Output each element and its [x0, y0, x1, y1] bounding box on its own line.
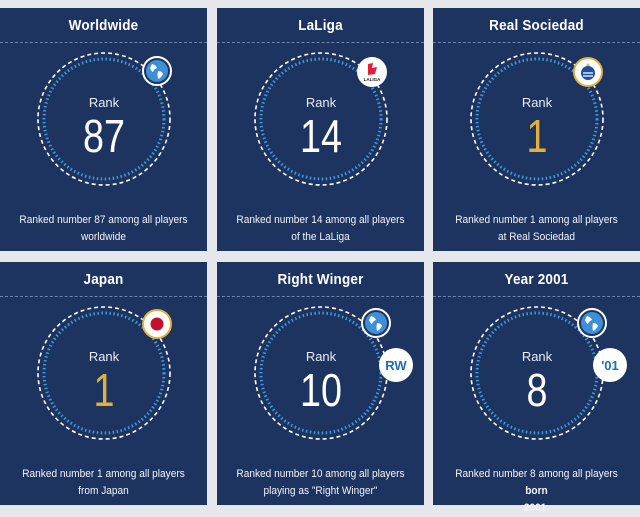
year-badge: '01: [593, 348, 627, 382]
title-divider: [217, 42, 424, 43]
rank-description: Ranked number 8 among all players born 20…: [450, 466, 622, 517]
card-title: Right Winger: [277, 271, 364, 288]
rank-card-real-sociedad: Real Sociedad Rank 1 Ranked number 1 amo…: [433, 8, 640, 251]
globe-icon: [361, 308, 391, 338]
japan-flag-icon: [142, 309, 172, 339]
rank-label: Rank: [88, 95, 120, 110]
title-divider: [433, 42, 640, 43]
real-sociedad-crest-icon: [573, 57, 603, 87]
rank-value: 10: [300, 364, 342, 416]
rank-label: Rank: [521, 95, 553, 110]
rank-ring: Rank 87: [34, 49, 174, 189]
title-divider: [433, 296, 640, 297]
ring-graphic: [254, 52, 388, 186]
desc-suffix: .: [546, 502, 550, 514]
rank-description: Ranked number 1 among all players from J…: [22, 468, 185, 497]
card-title: Worldwide: [68, 17, 139, 34]
rank-card-japan: Japan Rank 1 Ranked number 1 among all p…: [0, 262, 207, 505]
title-divider: [217, 296, 424, 297]
laliga-logo-icon: LALIGA: [357, 57, 387, 87]
rank-value: 1: [93, 364, 115, 416]
rank-card-year-2001: Year 2001 Rank 8 '01 Ranked number 8 amo…: [433, 262, 640, 514]
rank-description: Ranked number 14 among all players of th…: [236, 214, 405, 243]
ring-graphic: [37, 52, 171, 186]
rank-ring: Rank 1: [34, 303, 174, 443]
card-title: Real Sociedad: [489, 17, 584, 34]
card-title: Japan: [83, 271, 124, 288]
title-divider: [0, 42, 207, 43]
desc-bold-born: born: [525, 485, 548, 497]
position-badge: RW: [379, 348, 413, 382]
rank-description: Ranked number 87 among all players world…: [19, 214, 188, 243]
rank-description: Ranked number 10 among all players playi…: [236, 468, 405, 497]
desc-bold-year: 2001: [523, 502, 547, 514]
globe-icon: [142, 56, 172, 86]
rank-label: Rank: [305, 349, 337, 364]
rank-value: 1: [526, 110, 548, 162]
rank-label: Rank: [305, 95, 337, 110]
ring-graphic: [37, 306, 171, 440]
rank-label: Rank: [521, 349, 553, 364]
rank-description: Ranked number 1 among all players at Rea…: [455, 214, 618, 243]
rank-value: 14: [300, 110, 342, 162]
rank-ring: Rank 14: [251, 49, 391, 189]
rank-card-worldwide: Worldwide Rank 87 Ranked number 87 among…: [0, 8, 207, 251]
rank-value: 8: [526, 364, 548, 416]
globe-icon: [577, 308, 607, 338]
title-divider: [0, 296, 207, 297]
laliga-logo-text: LALIGA: [364, 77, 381, 82]
card-title: Year 2001: [504, 271, 569, 288]
rank-value: 87: [83, 110, 125, 162]
ring-graphic: [470, 52, 604, 186]
rank-card-laliga: LaLiga Rank 14 LALIGA Ranked number 14 a…: [217, 8, 424, 251]
rank-card-right-winger: Right Winger Rank 10 RW Ranked number 10…: [217, 262, 424, 505]
rank-ring: Rank 1: [467, 49, 607, 189]
card-title: LaLiga: [298, 17, 343, 34]
rank-label: Rank: [88, 349, 120, 364]
desc-prefix: Ranked number 8 among all players: [455, 468, 618, 480]
